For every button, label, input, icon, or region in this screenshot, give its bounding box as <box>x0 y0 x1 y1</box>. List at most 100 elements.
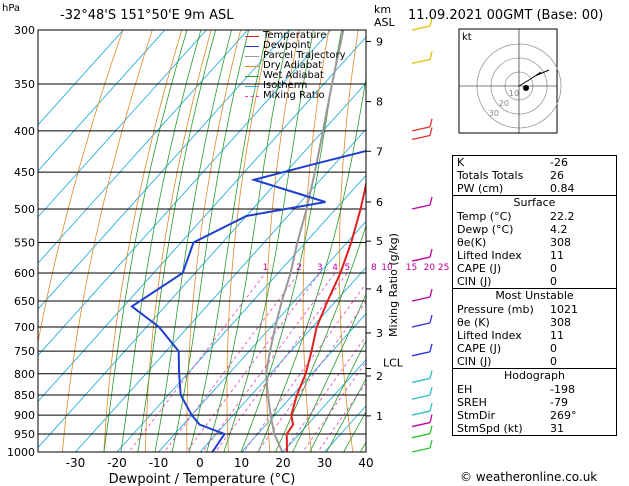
isotherm-line <box>38 30 290 310</box>
wind-barb-icon <box>429 439 433 449</box>
isotherm-line <box>240 312 366 452</box>
wind-barb-icon <box>429 127 433 136</box>
wind-barb-icon <box>411 204 431 210</box>
isotherm-line <box>116 174 366 452</box>
mixing-ratio-line <box>128 272 266 452</box>
wet-adiabat-line <box>292 293 366 452</box>
mixing-ratio-label: 1 <box>263 263 269 273</box>
surface-row: CAPE (J) 0 <box>457 262 557 275</box>
wind-barb-icon <box>429 402 433 412</box>
temperature-tick-label: -10 <box>149 456 169 470</box>
wind-barb-icon <box>411 322 431 328</box>
mu-row: Pressure (mb) 1021 <box>457 303 578 316</box>
wet-adiabat-line <box>309 340 366 452</box>
isotherm-line <box>282 359 366 452</box>
pressure-tick-label: 700 <box>14 321 35 334</box>
wet-adiabat-line <box>343 411 366 452</box>
legend-wet-adiabat: Wet Adiabat <box>243 71 346 81</box>
series-temperature <box>285 180 366 452</box>
legend-parcel: Parcel Trajectory <box>243 51 346 61</box>
isotherm-line <box>38 30 332 357</box>
series-parcel-trajectory <box>265 30 345 452</box>
mixing-ratio-line <box>243 283 366 452</box>
hodograph-kt-label: kt <box>462 32 472 43</box>
isotherm-line <box>38 30 207 218</box>
datetime-title: 11.09.2021 00GMT (Base: 00) <box>408 8 604 23</box>
km-tick-label: 5 <box>376 235 383 248</box>
pressure-tick-label: 550 <box>14 236 35 249</box>
wet-adiabat-line <box>223 30 314 452</box>
pressure-tick-label: 900 <box>14 409 35 422</box>
hodograph-ring-label: 30 <box>489 109 499 118</box>
surface-row: Lifted Index 11 <box>457 249 564 262</box>
wind-barb-icon <box>411 447 431 453</box>
mixing-ratio-label: 5 <box>344 263 350 273</box>
wind-barb-icon <box>429 51 433 60</box>
mixing-ratio-line <box>283 335 366 452</box>
hodo-row: SREH -79 <box>457 396 568 409</box>
legend-dewpoint: Dewpoint <box>243 41 346 51</box>
temperature-tick-label: 10 <box>234 456 249 470</box>
mixing-ratio-label: 25 <box>438 263 449 273</box>
mixing-ratio-line <box>302 361 366 452</box>
wind-barb-icon <box>411 433 431 439</box>
hodo-row: StmDir 269° <box>457 409 577 422</box>
pressure-tick-label: 300 <box>14 24 35 37</box>
dry-adiabat-line <box>38 30 124 345</box>
wind-barb-icon <box>411 126 431 132</box>
dry-adiabat-line <box>408 6 439 469</box>
legend-mixing-ratio: Mixing Ratio <box>243 91 346 101</box>
legend-dry-adiabat: Dry Adiabat <box>243 61 346 71</box>
plot-area <box>38 6 439 469</box>
wind-barb-icon <box>411 377 431 384</box>
pressure-tick-label: 850 <box>14 389 35 402</box>
legend-isotherm: Isotherm <box>243 81 346 91</box>
pressure-tick-label: 500 <box>14 203 35 216</box>
wet-adiabat-line <box>206 30 290 452</box>
isotherm-line <box>38 30 166 172</box>
wind-barb-icon <box>411 394 431 400</box>
km-tick-label: 6 <box>376 196 383 209</box>
mixing-ratio-line <box>317 382 366 452</box>
temperature-tick-label: -20 <box>107 456 127 470</box>
wet-adiabat-line <box>120 30 202 452</box>
hodo-row: StmSpd (kt) 31 <box>457 422 564 435</box>
mu-row: Lifted Index 11 <box>457 329 564 342</box>
wind-barb-icon <box>411 25 431 31</box>
wind-barb-icon <box>429 17 433 27</box>
temperature-tick-label: -30 <box>66 456 86 470</box>
temperature-tick-label: 0 <box>196 456 204 470</box>
isotherm-line <box>199 266 366 452</box>
credit: © weatheronline.co.uk <box>460 470 598 484</box>
wind-barb-icon <box>411 58 431 65</box>
hodograph-ring-label: 10 <box>509 89 519 98</box>
hodograph-title: Hodograph <box>504 369 565 382</box>
pressure-tick-label: 650 <box>14 295 35 308</box>
mixing-ratio-label: 4 <box>332 263 338 273</box>
dry-adiabat-line <box>145 30 212 452</box>
surface-title: Surface <box>513 196 556 209</box>
dry-adiabat-line <box>61 30 153 452</box>
x-axis-label: Dewpoint / Temperature (°C) <box>109 472 296 486</box>
wet-adiabat-line <box>326 377 366 452</box>
surface-row: CIN (J) 0 <box>457 275 557 288</box>
wind-barb-icon <box>429 386 433 396</box>
wind-barb-icon <box>411 134 431 141</box>
index-pw: PW (cm) 0.84 <box>457 182 575 195</box>
wet-adiabat-line <box>103 30 188 452</box>
most-unstable-title: Most Unstable <box>495 289 574 302</box>
mixing-ratio-line <box>214 272 348 452</box>
dry-adiabat-line <box>338 30 359 452</box>
index-totals: Totals Totals 26 <box>457 169 564 182</box>
wind-barb-icon <box>429 118 433 127</box>
km-tick-label: 9 <box>376 35 383 48</box>
km-label: km <box>374 3 392 16</box>
temperature-tick-label: 30 <box>317 456 332 470</box>
pressure-tick-label: 350 <box>14 78 35 91</box>
wind-barb-icon <box>429 343 433 352</box>
isotherm-line <box>38 82 366 449</box>
wind-barb-icon <box>429 425 433 434</box>
mixing-ratio-line <box>202 272 336 452</box>
dry-adiabat-line <box>103 30 183 452</box>
mixing-ratio-label: 8 <box>371 263 377 273</box>
